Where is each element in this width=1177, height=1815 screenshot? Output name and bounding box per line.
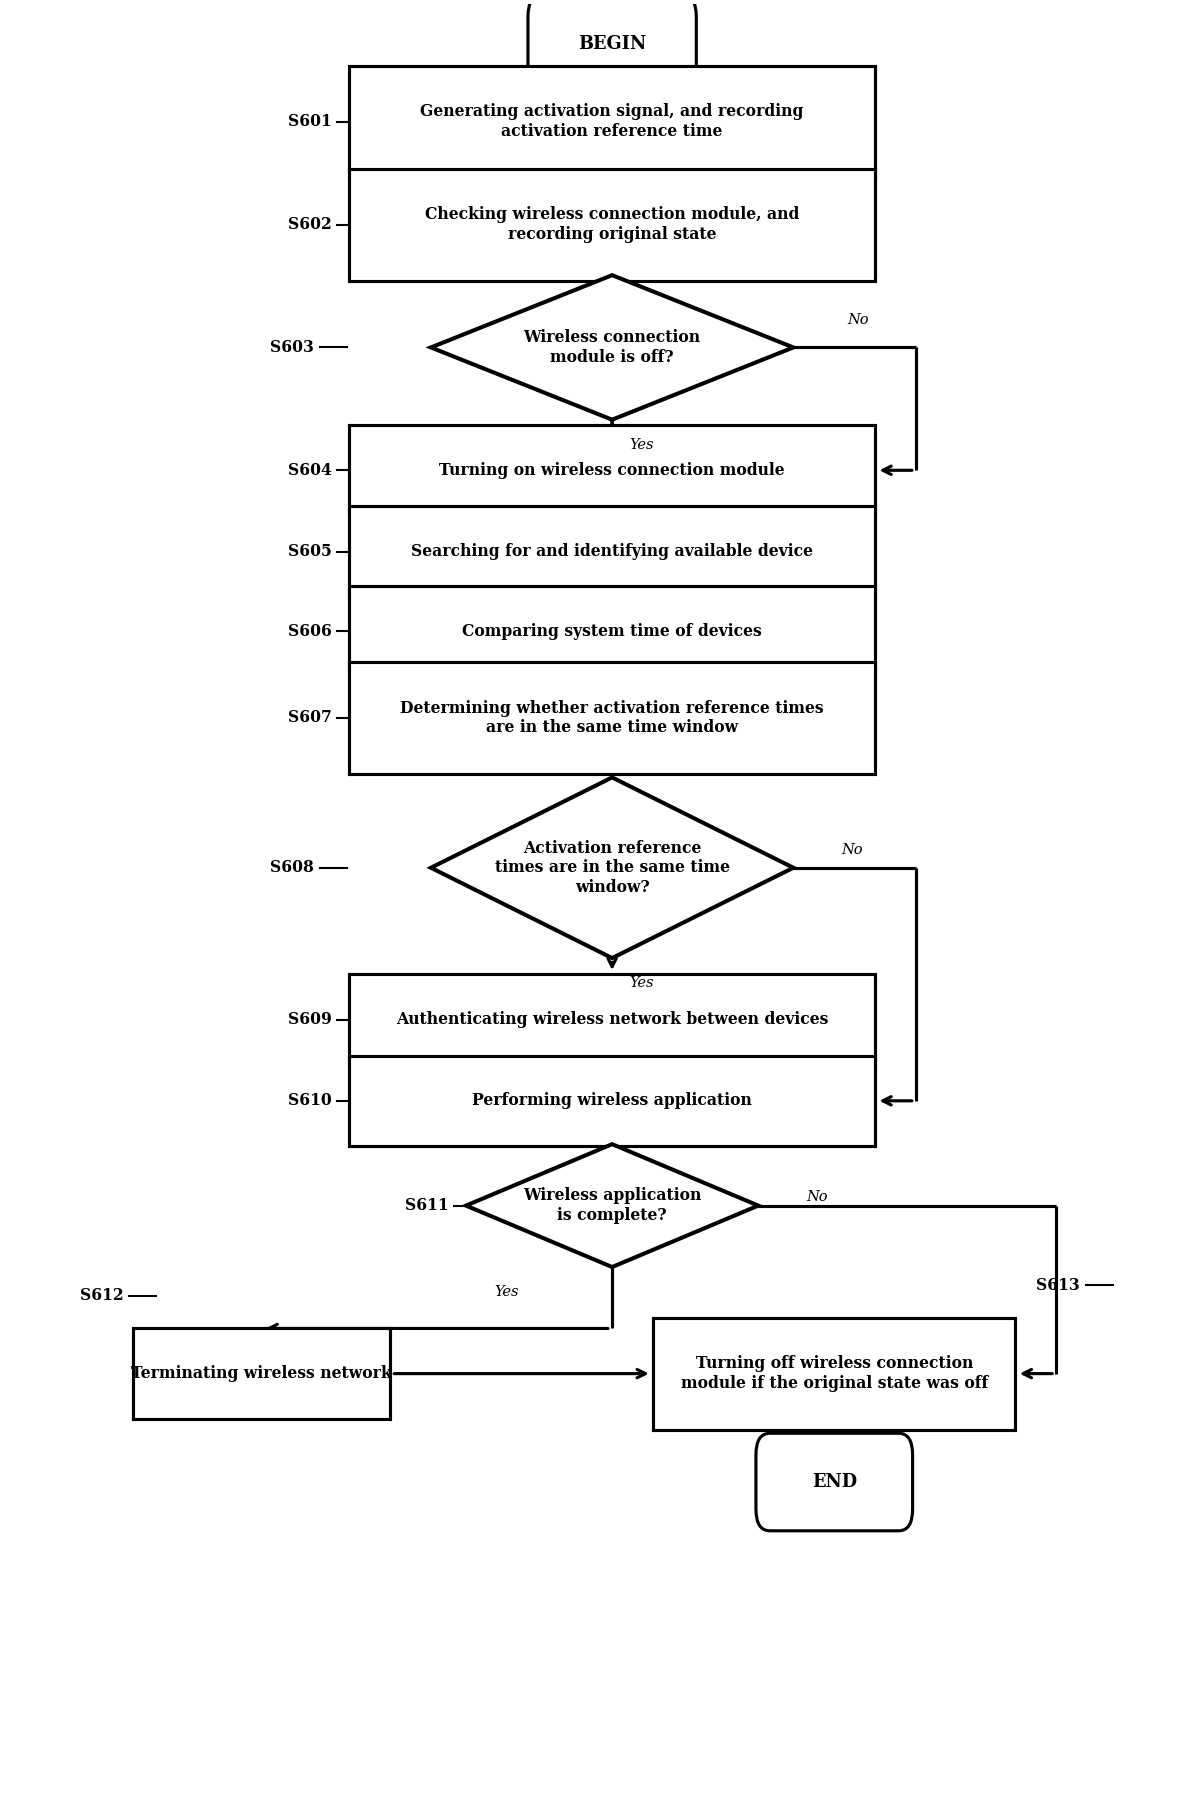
Text: S610: S610 bbox=[287, 1093, 332, 1109]
FancyBboxPatch shape bbox=[348, 662, 875, 773]
Text: Checking wireless connection module, and
recording original state: Checking wireless connection module, and… bbox=[425, 207, 799, 243]
FancyBboxPatch shape bbox=[348, 65, 875, 178]
FancyBboxPatch shape bbox=[527, 0, 696, 93]
FancyBboxPatch shape bbox=[348, 425, 875, 515]
Text: Generating activation signal, and recording
activation reference time: Generating activation signal, and record… bbox=[420, 103, 804, 140]
Text: S609: S609 bbox=[287, 1011, 332, 1027]
Text: Authenticating wireless network between devices: Authenticating wireless network between … bbox=[395, 1011, 827, 1027]
Text: No: No bbox=[840, 842, 863, 857]
Text: Determining whether activation reference times
are in the same time window: Determining whether activation reference… bbox=[400, 699, 824, 737]
Text: S608: S608 bbox=[270, 858, 314, 877]
Text: Comparing system time of devices: Comparing system time of devices bbox=[463, 623, 762, 639]
Text: Searching for and identifying available device: Searching for and identifying available … bbox=[411, 543, 813, 561]
Text: S607: S607 bbox=[287, 710, 332, 726]
Text: BEGIN: BEGIN bbox=[578, 34, 646, 53]
Text: No: No bbox=[846, 314, 869, 327]
Polygon shape bbox=[466, 1143, 758, 1267]
Text: S601: S601 bbox=[287, 113, 332, 131]
Text: Turning on wireless connection module: Turning on wireless connection module bbox=[439, 461, 785, 479]
Text: Wireless application
is complete?: Wireless application is complete? bbox=[523, 1187, 701, 1223]
Text: S604: S604 bbox=[287, 461, 332, 479]
Text: S606: S606 bbox=[287, 623, 332, 639]
Polygon shape bbox=[431, 777, 793, 958]
FancyBboxPatch shape bbox=[348, 506, 875, 597]
Text: S605: S605 bbox=[287, 543, 332, 561]
FancyBboxPatch shape bbox=[348, 586, 875, 677]
Text: Turning off wireless connection
module if the original state was off: Turning off wireless connection module i… bbox=[680, 1356, 988, 1392]
FancyBboxPatch shape bbox=[133, 1329, 390, 1419]
Text: No: No bbox=[805, 1189, 827, 1203]
FancyBboxPatch shape bbox=[756, 1434, 912, 1530]
Polygon shape bbox=[431, 276, 793, 419]
Text: Yes: Yes bbox=[494, 1285, 519, 1300]
Text: Performing wireless application: Performing wireless application bbox=[472, 1093, 752, 1109]
Text: S611: S611 bbox=[405, 1198, 448, 1214]
Text: S613: S613 bbox=[1036, 1276, 1079, 1294]
Text: Yes: Yes bbox=[629, 437, 653, 452]
FancyBboxPatch shape bbox=[653, 1318, 1015, 1430]
Text: Activation reference
times are in the same time
window?: Activation reference times are in the sa… bbox=[494, 840, 730, 897]
FancyBboxPatch shape bbox=[348, 169, 875, 281]
FancyBboxPatch shape bbox=[348, 975, 875, 1065]
FancyBboxPatch shape bbox=[348, 1056, 875, 1145]
Text: S602: S602 bbox=[287, 216, 332, 232]
Text: Yes: Yes bbox=[629, 976, 653, 991]
Text: END: END bbox=[811, 1474, 857, 1490]
Text: S603: S603 bbox=[270, 339, 314, 356]
Text: S612: S612 bbox=[80, 1287, 124, 1305]
Text: Wireless connection
module is off?: Wireless connection module is off? bbox=[524, 329, 700, 367]
Text: Terminating wireless network: Terminating wireless network bbox=[131, 1365, 392, 1381]
